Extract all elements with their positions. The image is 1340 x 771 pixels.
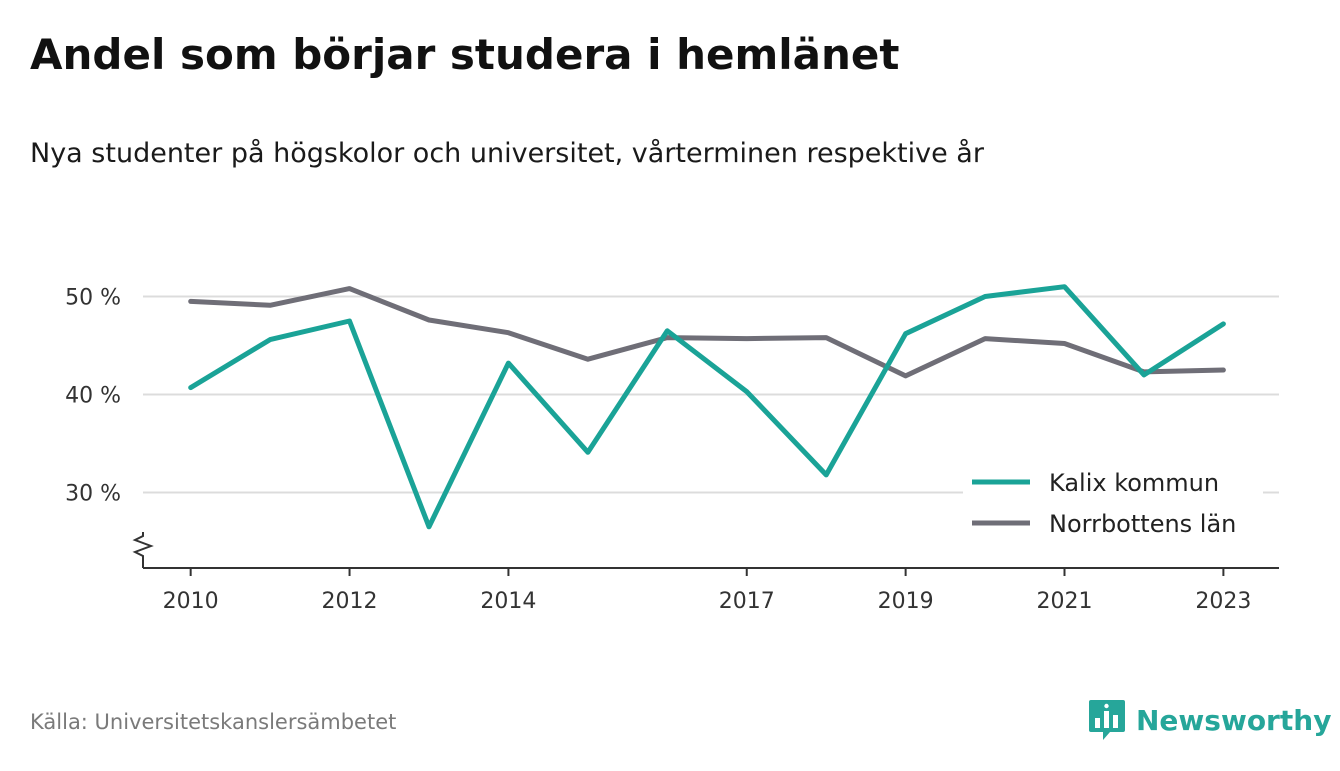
bar-chart-speech-bubble-icon (1089, 700, 1125, 740)
series-line-1 (188, 286, 1226, 379)
legend-label: Kalix kommun (1049, 469, 1219, 497)
line-chart: 30 % 40 % 50 % 2010 2012 2014 2017 2019 2021 2023… (65, 284, 1279, 614)
x-tick-label: 2010 (163, 589, 219, 614)
legend-label: Norrbottens län (1049, 510, 1236, 538)
y-tick-label: 40 % (65, 383, 121, 408)
series-lines (188, 284, 1226, 530)
y-tick-label: 50 % (65, 285, 121, 310)
x-tick-label: 2017 (719, 589, 775, 614)
x-tick-label: 2021 (1037, 589, 1093, 614)
y-tick-label: 30 % (65, 482, 121, 507)
x-tick-label: 2014 (480, 589, 536, 614)
source-note: Källa: Universitetskanslersämbetet (30, 710, 397, 734)
legend-background (963, 456, 1263, 552)
brand-name: Newsworthy (1136, 703, 1332, 737)
x-tick-label: 2012 (322, 589, 378, 614)
chart-title: Andel som börjar studera i hemlänet (30, 30, 900, 79)
y-axis-break (132, 532, 154, 560)
x-tick-label: 2023 (1195, 589, 1251, 614)
series-line-0 (188, 284, 1226, 530)
axes: 30 % 40 % 50 % 2010 2012 2014 2017 2019 2021 2023 (65, 285, 1279, 614)
legend: Kalix kommun Norrbottens län (963, 456, 1263, 552)
brand-logo: Newsworthy (1088, 698, 1331, 742)
chart-subtitle: Nya studenter på högskolor och universit… (30, 138, 984, 169)
x-tick-label: 2019 (878, 589, 934, 614)
